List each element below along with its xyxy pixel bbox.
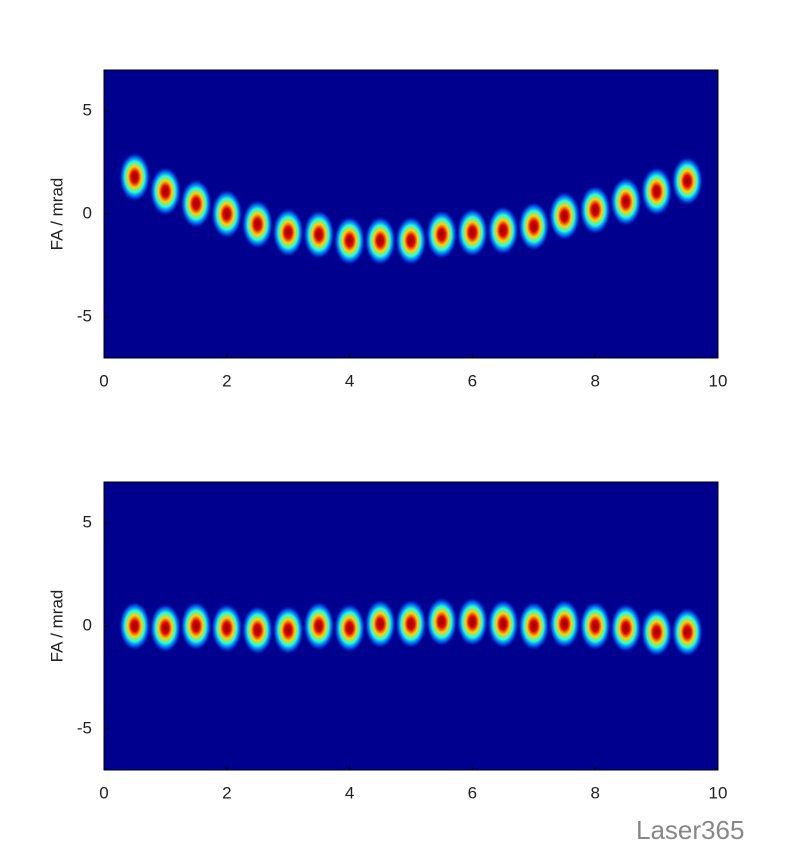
spot xyxy=(333,215,366,266)
spot xyxy=(395,598,427,649)
spot xyxy=(364,215,397,266)
spot xyxy=(548,191,581,242)
spot xyxy=(579,601,612,651)
spot xyxy=(180,601,213,651)
x-tick-label: 2 xyxy=(222,783,231,802)
x-tick-label: 0 xyxy=(99,371,108,390)
spot xyxy=(517,201,550,252)
y-tick-label: 5 xyxy=(83,101,92,120)
y-tick-label: -5 xyxy=(77,718,92,737)
spot xyxy=(149,603,182,654)
spot xyxy=(210,603,243,654)
spot xyxy=(425,209,458,260)
spot xyxy=(180,178,213,229)
y-tick-label: 0 xyxy=(83,615,92,634)
y-axis-label: FA / mrad xyxy=(47,590,66,663)
spot xyxy=(333,603,366,654)
spot xyxy=(210,189,243,239)
spot xyxy=(548,598,581,649)
spot xyxy=(395,215,427,266)
spot xyxy=(579,184,612,235)
spot xyxy=(671,156,704,207)
x-tick-label: 8 xyxy=(590,783,599,802)
spot xyxy=(609,176,642,227)
x-tick-label: 6 xyxy=(468,371,477,390)
x-tick-label: 0 xyxy=(99,783,108,802)
spot xyxy=(302,209,335,260)
spot xyxy=(272,207,305,258)
spot xyxy=(272,605,305,656)
spot xyxy=(302,601,335,651)
spot xyxy=(456,596,489,647)
spot xyxy=(487,205,520,256)
spot xyxy=(241,605,274,656)
spot xyxy=(640,166,673,217)
x-tick-label: 6 xyxy=(468,783,477,802)
y-tick-label: 5 xyxy=(83,513,92,532)
spot xyxy=(456,207,489,258)
spot xyxy=(364,598,397,649)
spot xyxy=(640,607,673,658)
spot xyxy=(241,199,274,250)
spot xyxy=(118,601,151,651)
x-tick-label: 10 xyxy=(709,371,728,390)
x-tick-label: 2 xyxy=(222,371,231,390)
x-tick-label: 4 xyxy=(345,783,354,802)
spot xyxy=(149,166,182,217)
x-tick-label: 8 xyxy=(590,371,599,390)
spot xyxy=(609,603,642,654)
watermark: Laser365 xyxy=(636,815,744,845)
spot xyxy=(118,151,151,202)
y-axis-label: FA / mrad xyxy=(47,178,66,251)
x-tick-label: 4 xyxy=(345,371,354,390)
y-tick-label: -5 xyxy=(77,306,92,325)
spot xyxy=(425,596,458,647)
spot xyxy=(671,607,704,658)
x-tick-label: 10 xyxy=(709,783,728,802)
spot xyxy=(517,601,550,651)
y-tick-label: 0 xyxy=(83,203,92,222)
spot xyxy=(487,598,520,649)
